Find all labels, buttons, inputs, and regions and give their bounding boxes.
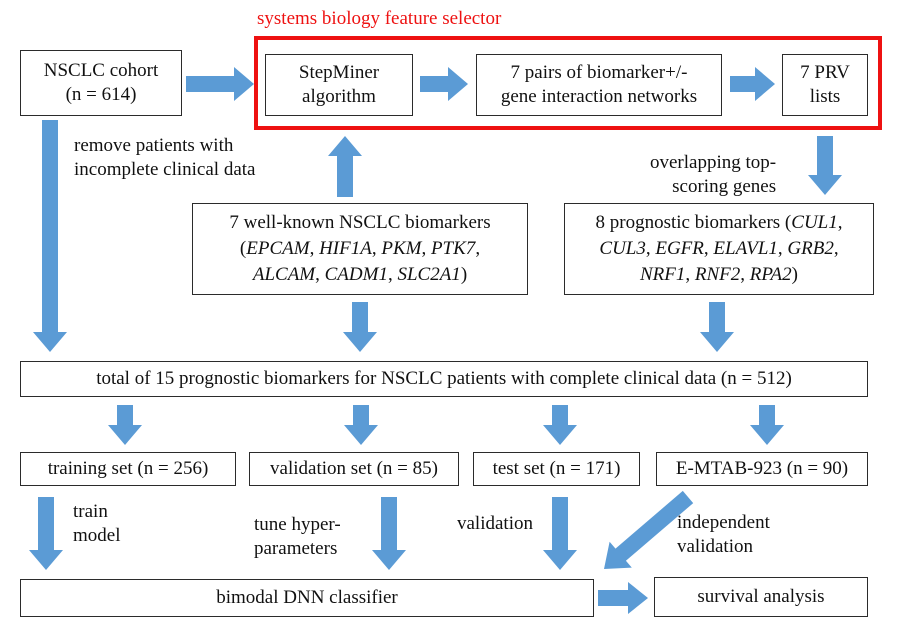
prognostic-line-2: CUL3, EGFR, ELAVL1, GRB2, [599,238,839,259]
independent-line-1: independent [677,512,770,533]
remove-line-1: remove patients with [74,135,234,156]
validation-set-text: validation set (n = 85) [270,458,438,479]
pairs-line-2: gene interaction networks [500,86,698,107]
arrow-training-down [29,497,63,570]
train-model-label: train model [73,500,121,548]
stepminer-line-2: algorithm [302,86,376,107]
feature-selector-title: systems biology feature selector [257,8,502,29]
arrow-wellknown-down [343,302,377,352]
gene-hif1a: HIF1A [319,238,372,259]
arrow-biomarkers-up [328,136,362,197]
emtab-box: E-MTAB-923 (n = 90) [656,452,868,486]
gene-grb2: GRB2 [787,238,834,259]
interaction-networks-box: 7 pairs of biomarker+/- gene interaction… [476,54,722,116]
prv-lists-box: 7 PRV lists [782,54,868,116]
tune-line-2: parameters [254,538,338,559]
gene-slc2a1: SLC2A1 [397,264,461,285]
arrow-emtab-diagonal [604,490,694,569]
well-known-line-2: (EPCAM, HIF1A, PKM, PTK7, [239,238,481,259]
validation-set-box: validation set (n = 85) [249,452,459,486]
overlap-line-2: scoring genes [672,176,777,197]
training-text: training set (n = 256) [47,458,209,479]
survival-analysis-box: survival analysis [654,577,868,617]
prognostic-line-3: NRF1, RNF2, RPA2) [640,264,798,285]
overlap-line-1: overlapping top- [650,152,777,173]
train-line-2: model [73,525,121,546]
independent-validation-label: independent validation [677,511,770,559]
arrow-prognostic-down [700,302,734,352]
validation-label-text: validation [457,513,533,534]
gene-alcam: ALCAM [252,264,316,285]
prv-line-1: 7 PRV [800,62,850,83]
arrow-prv-down [808,136,842,195]
gene-elavl1: ELAVL1 [713,238,778,259]
feature-selector-frame [254,36,882,130]
pairs-line-1: 7 pairs of biomarker+/- [510,62,688,83]
well-known-line-3: ALCAM, CADM1, SLC2A1) [252,264,468,285]
independent-line-2: validation [677,536,753,557]
training-set-box: training set (n = 256) [20,452,236,486]
gene-cul3: CUL3 [599,238,646,259]
gene-egfr: EGFR [655,238,704,259]
arrow-total-to-emtab [750,405,784,445]
stepminer-box: StepMiner algorithm [265,54,413,116]
well-known-line-1: 7 well-known NSCLC biomarkers [229,212,491,233]
arrow-total-to-training [108,405,142,445]
arrow-stepminer-to-networks [420,67,468,101]
cohort-line-1: NSCLC cohort [43,60,159,81]
test-set-text: test set (n = 171) [492,458,621,479]
dnn-classifier-box: bimodal DNN classifier [20,579,594,617]
tune-line-1: tune hyper- [254,514,341,535]
survival-text: survival analysis [697,586,825,607]
nsclc-cohort-box: NSCLC cohort (n = 614) [20,50,182,116]
gene-ptk7: PTK7 [430,238,476,259]
arrow-total-to-test [543,405,577,445]
cohort-line-2: (n = 614) [65,84,137,105]
dnn-text: bimodal DNN classifier [216,587,398,608]
arrow-cohort-to-stepminer [186,67,254,101]
arrow-dnn-to-survival [598,582,648,614]
total-biomarkers-box: total of 15 prognostic biomarkers for NS… [20,361,868,397]
gene-nrf1: NRF1 [640,264,686,285]
arrow-networks-to-prv [730,67,775,101]
remove-line-2: incomplete clinical data [74,159,256,180]
arrow-cohort-down [33,120,67,352]
remove-patients-label: remove patients with incomplete clinical… [74,134,255,182]
gene-cul1: CUL1 [791,212,838,233]
emtab-text: E-MTAB-923 (n = 90) [675,458,849,479]
tune-hyperparameters-label: tune hyper- parameters [254,513,341,561]
arrow-validation-down [372,497,406,570]
overlapping-genes-label: overlapping top- scoring genes [650,151,776,199]
prognostic-biomarkers-box: 8 prognostic biomarkers (CUL1, CUL3, EGF… [564,203,874,295]
well-known-biomarkers-box: 7 well-known NSCLC biomarkers (EPCAM, HI… [192,203,528,295]
prognostic-line-1: 8 prognostic biomarkers (CUL1, [595,212,843,233]
gene-cadm1: CADM1 [324,264,388,285]
stepminer-line-1: StepMiner [298,62,380,83]
gene-rpa2: RPA2 [749,264,792,285]
validation-label: validation [457,512,533,536]
train-line-1: train [73,501,108,522]
prv-line-2: lists [809,86,841,107]
test-set-box: test set (n = 171) [473,452,640,486]
prognostic-prefix: 8 prognostic biomarkers ( [595,212,792,233]
arrow-test-down [543,497,577,570]
gene-pkm: PKM [381,238,422,259]
gene-rnf2: RNF2 [694,264,741,285]
gene-epcam: EPCAM [246,238,310,259]
total-text: total of 15 prognostic biomarkers for NS… [96,368,792,389]
arrow-total-to-validation [344,405,378,445]
